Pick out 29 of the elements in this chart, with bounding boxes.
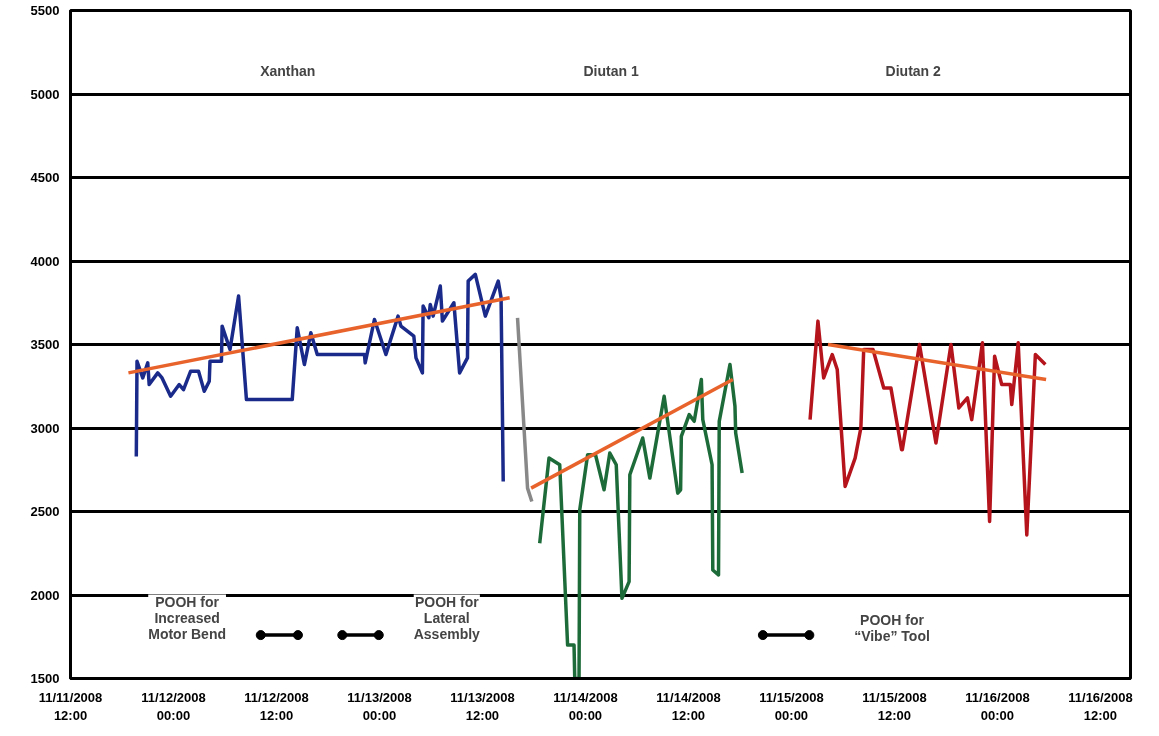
y-tick-label: 2500 <box>30 504 60 519</box>
line-series <box>537 362 744 679</box>
x-tick-label: 11/14/2008 12:00 <box>656 689 721 723</box>
x-tick-label: 11/16/2008 00:00 <box>965 689 1030 723</box>
x-tick-label: 11/12/2008 00:00 <box>141 689 206 723</box>
y-tick-label: 5000 <box>30 86 60 102</box>
x-tick-label: 11/15/2008 12:00 <box>862 689 927 723</box>
x-tick-label: 11/15/2008 00:00 <box>759 689 824 723</box>
x-tick-label: 11/13/2008 12:00 <box>450 689 515 723</box>
annotation: POOH for Increased Motor Bend <box>148 594 226 643</box>
line-series <box>808 319 1048 537</box>
x-tick-label: 11/12/2008 12:00 <box>244 689 309 723</box>
y-tick-label: 3500 <box>30 337 60 352</box>
y-tick-label: 4000 <box>30 253 60 269</box>
y-tick-label: 1500 <box>30 671 60 686</box>
line-series <box>134 272 505 484</box>
x-tick-label: 11/16/2008 12:00 <box>1068 689 1133 723</box>
annotation: Diutan 1 <box>583 62 639 79</box>
y-tick-label: 5500 <box>30 3 60 18</box>
annotation: Xanthan <box>260 62 316 79</box>
x-tick-label: 11/13/2008 00:00 <box>347 689 412 723</box>
y-tick-label: 3000 <box>30 420 60 436</box>
annotation: Diutan 2 <box>885 62 942 79</box>
x-tick-label: 11/11/2008 12:00 <box>38 689 103 723</box>
x-tick-label: 11/14/2008 00:00 <box>553 689 618 723</box>
y-tick-label: 2000 <box>30 587 60 603</box>
y-tick-label: 4500 <box>30 170 60 185</box>
annotation: POOH for Lateral Assembly <box>413 594 481 643</box>
annotation: POOH for “Vibe” Tool <box>854 612 930 645</box>
